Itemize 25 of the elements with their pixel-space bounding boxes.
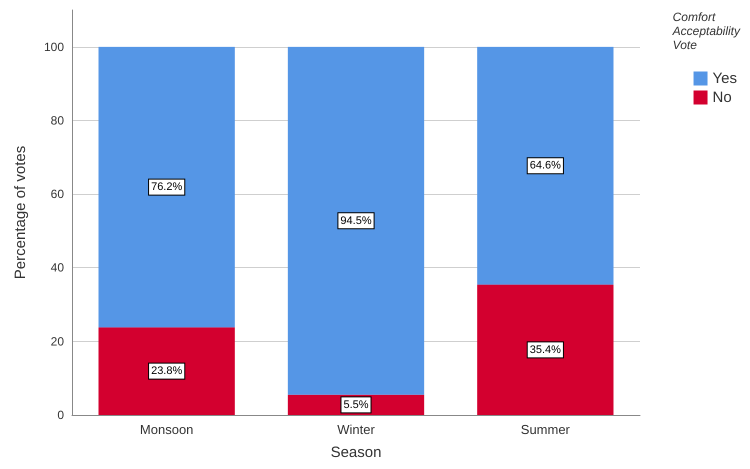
- bar: [288, 46, 424, 395]
- legend-label: Yes: [712, 70, 738, 87]
- data-label: 64.6%: [530, 160, 562, 172]
- bar: [98, 46, 235, 328]
- data-label: 94.5%: [340, 214, 372, 227]
- y-tick-label: 60: [50, 187, 64, 202]
- bar: [477, 46, 614, 285]
- y-tick-label: 40: [50, 260, 64, 275]
- x-tick-label: Summer: [520, 422, 571, 437]
- y-axis-title: Percentage of votes: [12, 146, 29, 280]
- data-label: 23.8%: [151, 365, 182, 378]
- y-tick-label: 80: [50, 113, 64, 128]
- data-label: 35.4%: [530, 344, 562, 356]
- legend-title: Comfort Acceptability Vote: [672, 10, 741, 52]
- x-axis-title: Season: [330, 444, 382, 461]
- legend-label: No: [712, 89, 732, 106]
- data-label: 76.2%: [151, 181, 182, 194]
- bar: [98, 327, 235, 415]
- x-tick-label: Monsoon: [140, 422, 194, 437]
- data-label: 5.5%: [343, 398, 369, 411]
- y-tick-label: 100: [44, 40, 64, 54]
- x-tick-label: Winter: [337, 422, 376, 437]
- y-tick-label: 0: [57, 408, 64, 422]
- y-tick-label: 20: [50, 334, 64, 348]
- bar: [477, 284, 614, 415]
